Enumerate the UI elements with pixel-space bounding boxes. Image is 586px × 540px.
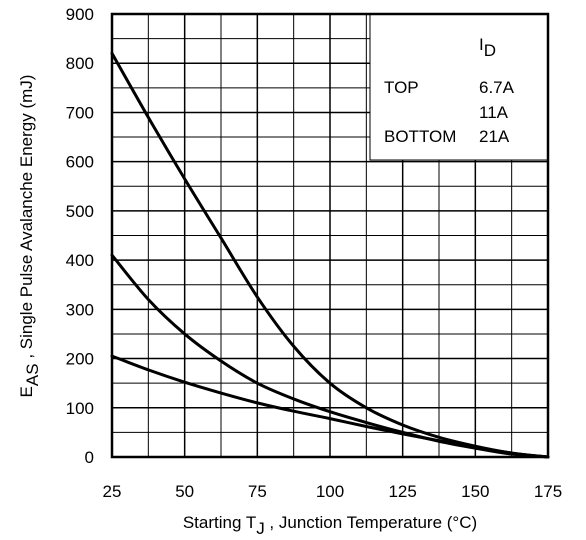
x-axis-title-pre: Starting T xyxy=(183,513,256,532)
legend-label-bottom: BOTTOM xyxy=(384,127,456,146)
series-line-3 xyxy=(110,354,550,459)
legend-value-top: 6.7A xyxy=(479,78,515,97)
y-axis-title-subscript: AS xyxy=(23,363,42,386)
x-axis-title-subscript: J xyxy=(256,519,265,538)
y-axis-title: EAS , Single Pulse Avalanche Energy (mJ) xyxy=(17,75,42,398)
y-tick-label: 0 xyxy=(85,448,94,467)
legend-header: ID xyxy=(479,35,496,60)
y-tick-label: 100 xyxy=(66,399,94,418)
y-tick-label: 200 xyxy=(66,350,94,369)
y-tick-label: 700 xyxy=(66,103,94,122)
y-tick-label: 400 xyxy=(66,251,94,270)
y-axis-title-post: , Single Pulse Avalanche Energy (mJ) xyxy=(17,75,36,364)
x-tick-label: 175 xyxy=(534,482,562,501)
x-axis-title: Starting TJ , Junction Temperature (°C) xyxy=(183,513,477,538)
legend-header-symbol: I xyxy=(479,35,484,54)
y-tick-label: 500 xyxy=(66,202,94,221)
legend-label-top: TOP xyxy=(384,78,419,97)
x-axis-title-post: , Junction Temperature (°C) xyxy=(265,513,477,532)
y-tick-labels: 0 100 200 300 400 500 600 700 800 900 xyxy=(66,5,94,467)
y-axis-title-pre: E xyxy=(17,386,36,397)
series-lines xyxy=(110,51,550,459)
x-tick-label: 50 xyxy=(175,482,194,501)
legend-box xyxy=(369,13,549,161)
y-tick-label: 300 xyxy=(66,300,94,319)
y-tick-label: 600 xyxy=(66,153,94,172)
legend-value-bottom: 21A xyxy=(479,127,510,146)
x-tick-label: 75 xyxy=(248,482,267,501)
plot-frame xyxy=(110,12,550,459)
legend-value-middle: 11A xyxy=(479,103,509,122)
x-tick-label: 25 xyxy=(103,482,122,501)
legend: ID TOP 6.7A 11A BOTTOM 21A xyxy=(369,13,549,161)
legend-header-subscript: D xyxy=(484,41,496,60)
x-tick-labels: 25 50 75 100 125 150 175 xyxy=(103,482,563,501)
x-tick-label: 150 xyxy=(461,482,489,501)
x-tick-label: 125 xyxy=(388,482,416,501)
y-tick-label: 900 xyxy=(66,5,94,24)
x-tick-label: 100 xyxy=(316,482,344,501)
y-tick-label: 800 xyxy=(66,54,94,73)
